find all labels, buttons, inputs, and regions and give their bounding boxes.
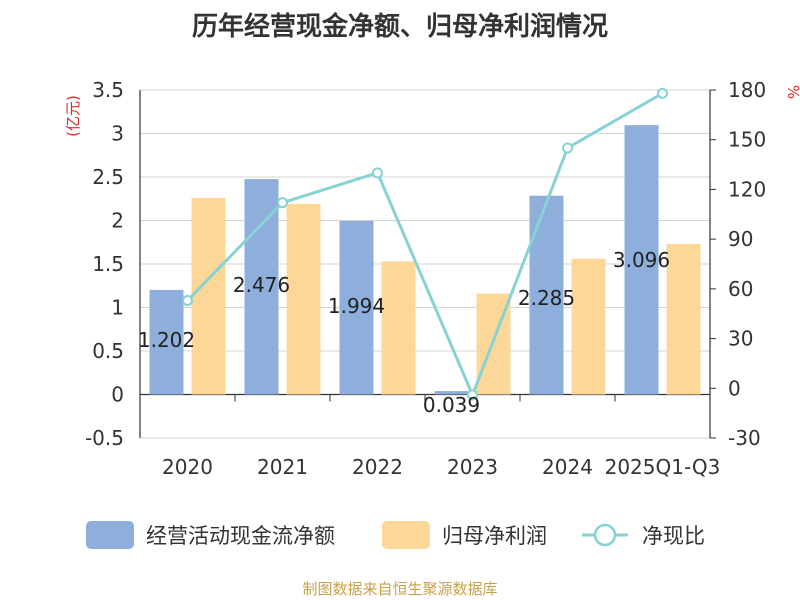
x-tick-label: 2022 [352,455,403,479]
bar-data-label: 1.202 [138,328,195,352]
x-tick-label: 2023 [447,455,498,479]
legend-label-cashflow: 经营活动现金流净额 [146,524,335,548]
legend-label-cash-ratio: 净现比 [642,524,705,548]
y-left-tick-label: 0.5 [92,339,124,363]
line-point [467,389,478,401]
line-point [182,294,193,306]
y-right-tick-label: 150 [728,128,766,152]
y-right-tick-label: 120 [728,177,766,201]
bar-data-label: 0.039 [423,393,480,417]
line-point [372,167,383,179]
bar-net-profit [666,243,701,395]
line-point [277,197,288,209]
y-left-tick-label: 3 [111,122,124,146]
y-left-tick-label: 2.5 [92,165,124,189]
line-point [657,87,668,99]
data-source: 制图数据来自恒生聚源数据库 [302,580,498,598]
y-left-tick-label: 1.5 [92,252,124,276]
y-left-tick-label: -0.5 [85,426,124,450]
legend-label-net-profit: 归母净利润 [442,524,547,548]
y-left-tick-label: 1 [111,296,124,320]
bar-net-profit [191,197,226,395]
bar-net-profit [381,261,416,395]
x-tick-label: 2021 [257,455,308,479]
y-right-axis-label: % [784,85,800,99]
bar-cashflow [339,221,374,395]
bar-data-label: 2.476 [233,273,290,297]
x-tick-label: 2020 [162,455,213,479]
y-left-tick-label: 3.5 [92,78,124,102]
x-tick-label: 2025Q1-Q3 [605,455,721,479]
legend-marker-cash-ratio [593,523,617,547]
line-cash-ratio [186,92,664,399]
bar-cashflow [434,391,469,395]
legend-swatch-net-profit [382,521,430,549]
chart-title: 历年经营现金净额、归母净利润情况 [191,12,608,42]
line-point [562,142,573,154]
legend-swatch-cashflow [86,521,134,549]
bar-cashflow [149,289,184,395]
x-tick-label: 2024 [542,455,593,479]
y-right-tick-label: 180 [728,78,766,102]
y-left-tick-label: 0 [111,383,124,407]
bar-data-label: 2.285 [518,286,575,310]
y-left-tick-label: 2 [111,209,124,233]
bar-data-label: 1.994 [328,294,385,318]
bar-net-profit [286,203,321,395]
y-right-tick-label: 0 [728,376,741,400]
y-right-tick-label: 90 [728,227,753,251]
y-right-tick-label: -30 [728,426,761,450]
y-left-axis-label: (亿元) [64,95,82,137]
bar-cashflow [624,125,659,395]
bar-data-label: 3.096 [613,248,670,272]
y-right-tick-label: 30 [728,327,753,351]
bar-cashflow [244,179,279,395]
bar-net-profit [571,258,606,395]
y-right-tick-label: 60 [728,277,753,301]
